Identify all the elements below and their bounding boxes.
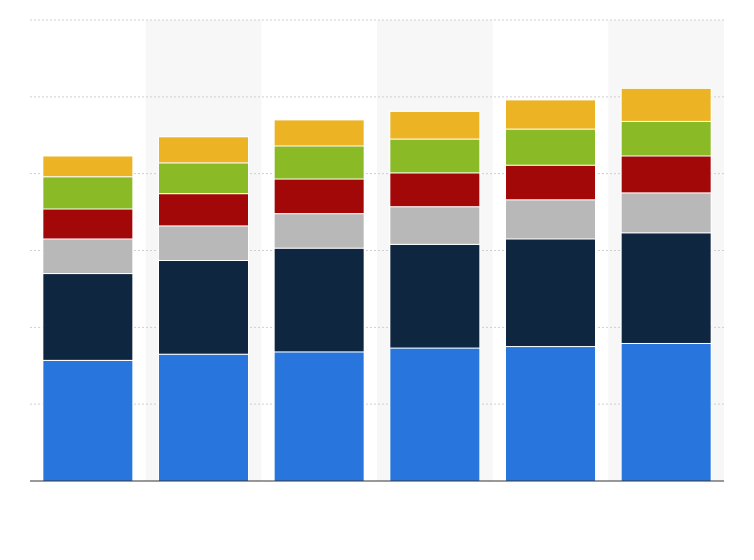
bar-segment xyxy=(273,247,365,353)
bar-segment xyxy=(158,259,249,355)
bar-segment xyxy=(158,353,249,482)
bar-segment xyxy=(505,99,596,130)
bar-segment xyxy=(620,155,712,194)
bar-segment xyxy=(389,243,481,349)
bar-segment xyxy=(620,120,712,157)
bar-segment xyxy=(42,273,134,361)
bar-segment xyxy=(273,178,365,215)
bar-segment xyxy=(505,238,596,348)
bar-segment xyxy=(620,232,712,344)
bar-segment xyxy=(389,138,481,174)
bar-segment xyxy=(42,155,134,178)
bar-segment xyxy=(389,347,481,482)
bar-segment xyxy=(158,136,249,164)
bar-segment xyxy=(505,128,596,166)
bar-segment xyxy=(273,351,365,482)
bar-segment xyxy=(42,359,134,482)
bar-segment xyxy=(389,110,481,140)
bar-segment xyxy=(158,225,249,261)
bar-segment xyxy=(158,193,249,227)
bar-segment xyxy=(389,206,481,245)
bar-segment xyxy=(273,213,365,249)
bar-segment xyxy=(620,87,712,122)
bar-segment xyxy=(620,342,712,482)
bar-segment xyxy=(620,192,712,234)
bar-segment xyxy=(505,346,596,482)
bar-segment xyxy=(389,172,481,208)
bar-segment xyxy=(42,208,134,240)
bar-segment xyxy=(505,199,596,240)
bar-segment xyxy=(505,164,596,201)
bar-segment xyxy=(42,238,134,275)
bar-segment xyxy=(158,162,249,195)
bar-segment xyxy=(273,145,365,180)
bar-segment xyxy=(42,176,134,210)
bar-segment xyxy=(273,119,365,147)
